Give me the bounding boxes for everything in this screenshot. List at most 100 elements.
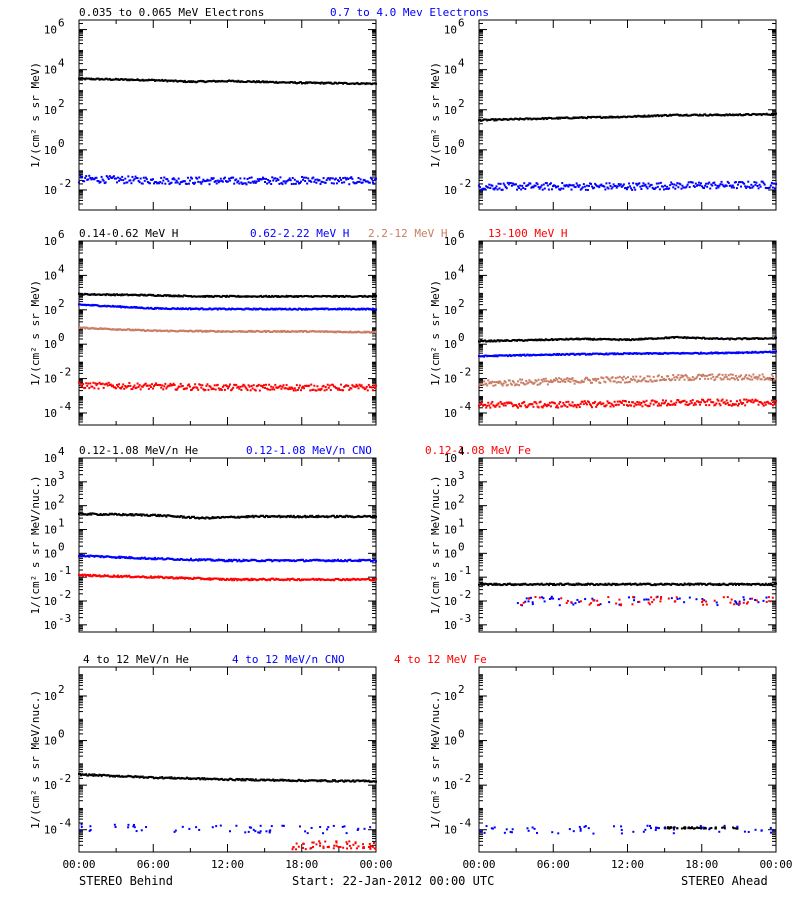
data-point [166, 385, 169, 388]
data-point [150, 178, 153, 181]
data-point [688, 336, 691, 339]
data-point [769, 403, 772, 406]
data-point [156, 330, 159, 333]
y-tick-exponent: 1 [58, 516, 65, 529]
data-point [688, 377, 691, 380]
data-point [343, 307, 346, 310]
data-point [168, 79, 171, 82]
data-point [247, 295, 250, 298]
data-point [346, 177, 349, 180]
data-point [246, 559, 249, 562]
data-point [214, 307, 217, 310]
data-point [640, 337, 643, 340]
data-point [738, 402, 741, 405]
y-tick-exponent: 4 [458, 57, 465, 70]
data-point [334, 308, 337, 311]
data-point [102, 78, 105, 81]
data-point [178, 559, 181, 562]
data-point [330, 330, 333, 333]
data-point [597, 402, 600, 405]
data-point [691, 114, 694, 117]
data-point [742, 337, 745, 340]
data-point [483, 339, 486, 342]
data-point [147, 181, 150, 184]
data-point [216, 294, 219, 297]
data-point [588, 379, 591, 382]
data-point [717, 399, 720, 402]
data-point [144, 557, 147, 560]
data-point [191, 81, 194, 84]
data-point [623, 338, 626, 341]
data-point [360, 82, 363, 85]
data-point [655, 114, 658, 117]
data-point [736, 352, 739, 355]
data-point [773, 336, 776, 339]
data-point [202, 330, 205, 333]
data-point [512, 354, 515, 357]
data-point [558, 352, 561, 355]
data-point [223, 330, 226, 333]
data-point [749, 114, 752, 117]
data-point [545, 380, 548, 383]
data-point [582, 380, 585, 383]
data-point [714, 337, 717, 340]
data-point [227, 330, 230, 333]
data-point [601, 184, 604, 187]
data-point [230, 308, 233, 311]
data-point [276, 515, 279, 518]
data-point [323, 81, 326, 84]
data-point [99, 180, 102, 183]
data-point [539, 400, 542, 403]
data-point [124, 306, 127, 309]
data-point [297, 386, 300, 389]
data-point [113, 512, 116, 515]
data-point [618, 375, 621, 378]
data-point [264, 560, 267, 563]
data-point [279, 559, 282, 562]
data-point [107, 305, 110, 308]
data-point [333, 295, 336, 298]
data-point [199, 307, 202, 310]
data-point [79, 303, 82, 306]
data-point [280, 387, 283, 390]
data-point [660, 352, 663, 355]
data-point [367, 308, 370, 311]
data-point [211, 178, 214, 181]
data-point [347, 515, 350, 518]
data-point [372, 384, 375, 387]
data-point [112, 328, 115, 331]
data-point [287, 388, 290, 391]
data-point [667, 375, 670, 378]
data-point [747, 337, 750, 340]
data-point [746, 377, 749, 380]
data-point [508, 354, 511, 357]
data-point [559, 381, 562, 384]
data-point [198, 80, 201, 83]
data-point [246, 307, 249, 310]
data-point [240, 330, 243, 333]
data-point [347, 331, 350, 334]
data-point [689, 114, 692, 117]
data-point [767, 350, 770, 353]
data-point [746, 185, 749, 188]
data-point [708, 181, 711, 184]
data-point [141, 328, 144, 331]
data-point [622, 375, 625, 378]
data-point [315, 307, 318, 310]
data-point [531, 354, 534, 357]
data-point [702, 336, 705, 339]
data-point [609, 184, 612, 187]
data-point [315, 514, 318, 517]
data-point [244, 330, 247, 333]
data-point [268, 295, 271, 298]
data-point [681, 375, 684, 378]
data-point [145, 384, 148, 387]
data-point [179, 181, 182, 184]
data-point [214, 388, 217, 391]
data-point [358, 330, 361, 333]
data-point [603, 116, 606, 119]
data-point [86, 326, 89, 329]
data-point [767, 337, 770, 340]
data-point [491, 118, 494, 121]
data-point [491, 354, 494, 357]
